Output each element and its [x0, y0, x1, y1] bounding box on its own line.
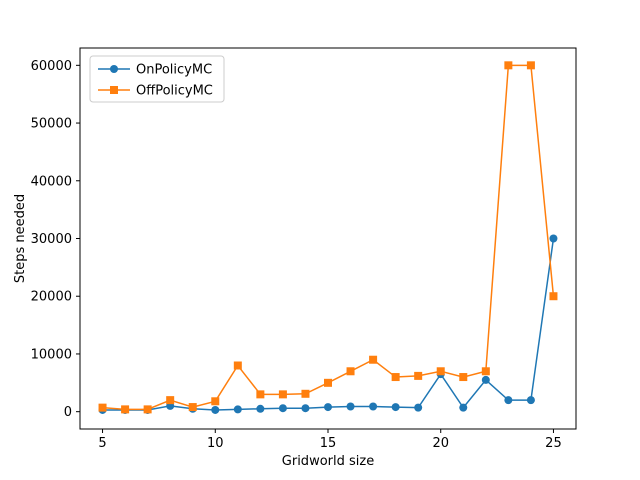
data-point	[121, 405, 130, 414]
data-point	[346, 367, 355, 376]
data-point	[414, 371, 423, 380]
x-axis: 5 10 15 20 25	[98, 429, 562, 451]
data-point	[459, 373, 468, 382]
data-point	[233, 405, 242, 414]
data-point	[526, 61, 535, 70]
data-point	[256, 404, 265, 413]
data-point	[278, 390, 287, 399]
legend-label-onpolicymc: OnPolicyMC	[136, 63, 212, 78]
data-point	[166, 396, 175, 405]
data-point	[233, 361, 242, 370]
data-point	[98, 403, 107, 412]
plot-area-border	[79, 47, 577, 430]
data-point	[301, 389, 310, 398]
series-offpolicymc	[98, 61, 558, 414]
data-point	[391, 373, 400, 382]
data-point	[346, 402, 355, 411]
data-point	[459, 403, 468, 412]
data-point	[549, 234, 558, 243]
x-tick-label: 20	[432, 436, 449, 451]
data-point	[414, 403, 423, 412]
data-point	[549, 292, 558, 301]
y-tick-label: 30000	[31, 232, 72, 247]
data-point	[301, 404, 310, 413]
y-axis-label: Steps needed	[13, 194, 28, 283]
data-point	[369, 355, 378, 364]
x-tick-label: 25	[545, 436, 562, 451]
y-tick-label: 0	[64, 405, 72, 420]
data-point	[211, 397, 220, 406]
data-point	[481, 375, 490, 384]
legend-label-offpolicymc: OffPolicyMC	[136, 84, 213, 99]
y-tick-label: 60000	[31, 59, 72, 74]
data-point	[188, 403, 197, 412]
data-point	[211, 405, 220, 414]
legend-marker-circle	[110, 65, 118, 73]
data-point	[324, 403, 332, 412]
x-tick-label: 10	[207, 436, 224, 451]
y-tick-label: 10000	[31, 347, 72, 362]
data-point	[504, 396, 513, 405]
data-point	[324, 378, 332, 387]
legend-marker-square	[110, 86, 118, 94]
data-point	[504, 61, 513, 70]
data-point	[436, 367, 445, 376]
x-axis-label: Gridworld size	[282, 454, 374, 469]
data-point	[143, 405, 152, 414]
y-axis: 0 10000 20000 30000 40000 50000 60000	[31, 59, 80, 420]
x-tick-label: 15	[320, 436, 337, 451]
data-point	[481, 367, 490, 376]
data-point	[256, 390, 265, 399]
legend: OnPolicyMC OffPolicyMC	[89, 55, 225, 103]
y-tick-label: 40000	[31, 174, 72, 189]
x-tick-label: 5	[98, 436, 106, 451]
y-tick-label: 50000	[31, 117, 72, 132]
data-point	[278, 404, 287, 413]
y-tick-label: 20000	[31, 290, 72, 305]
data-point	[391, 403, 400, 412]
data-point	[526, 396, 535, 405]
data-point	[369, 402, 378, 411]
